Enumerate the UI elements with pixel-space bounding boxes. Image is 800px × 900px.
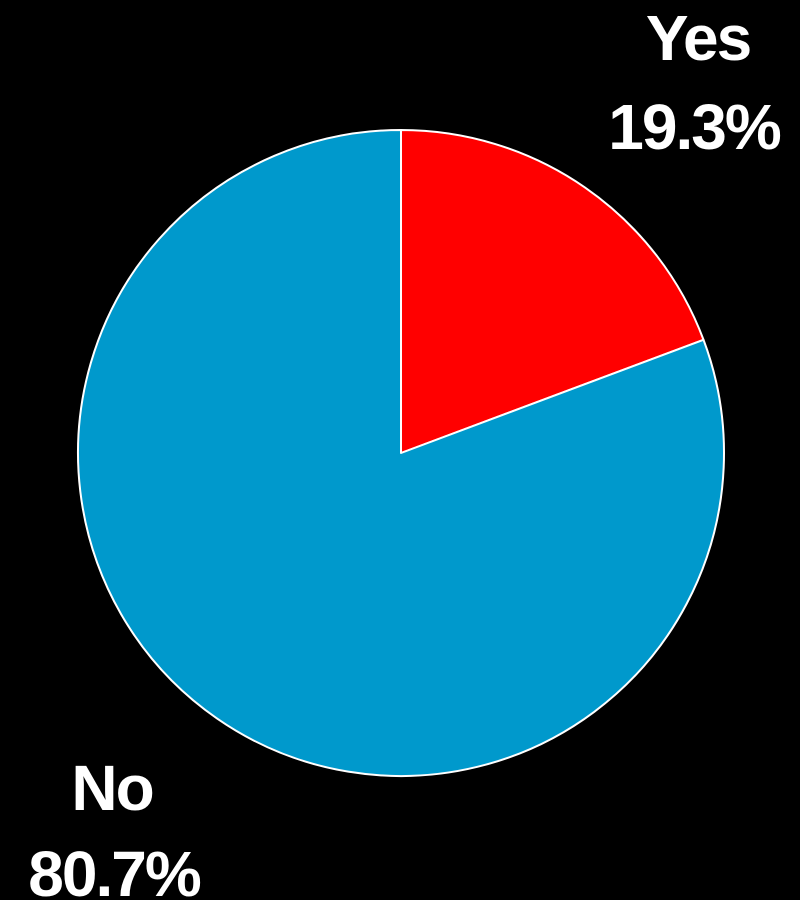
slice-label-no: No [71, 752, 152, 824]
pie-slice-yes [400, 129, 705, 454]
pie-slice-no [77, 129, 725, 777]
slice-value-yes: 19.3% [608, 91, 781, 163]
pie-slices [77, 129, 725, 777]
slice-value-no: 80.7% [28, 838, 201, 900]
slice-label-yes: Yes [646, 2, 750, 74]
